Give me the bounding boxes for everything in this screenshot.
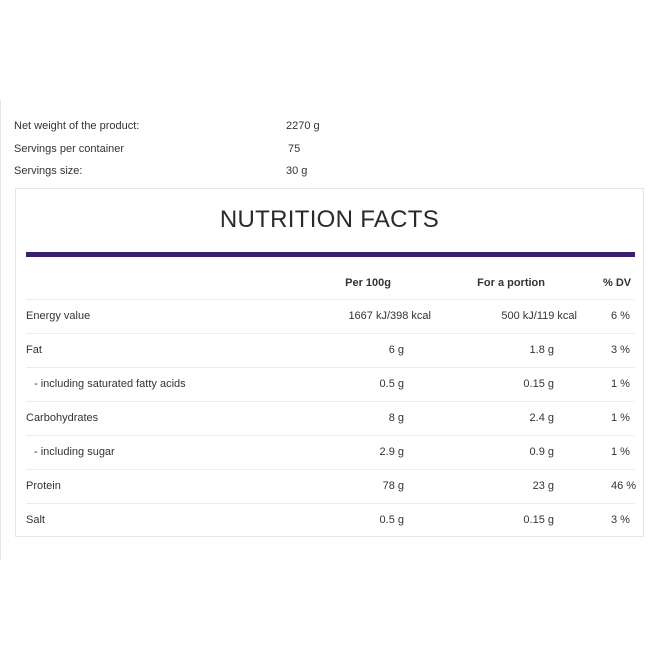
nutrient-name: - including sugar [34,446,115,458]
daily-value-percent: 46 % [611,480,637,492]
per-portion-value: 500 kJ/119 kcal [501,310,577,322]
net-weight-value: 2270 g [286,120,320,132]
per-100g-value: 0.5 g [379,514,404,526]
nutrient-name: Carbohydrates [26,412,99,424]
daily-value-percent: 1 % [611,378,630,390]
per-portion-value: 1.8 g [529,344,554,356]
per-portion-value: 2.4 g [529,412,554,424]
nutrition-facts-title: NUTRITION FACTS [219,206,440,233]
nutrition-table: Per 100g For a portion % DV Energy value… [26,269,637,537]
servings-size-value: 30 g [286,165,308,177]
per-100g-value: 1667 kJ/398 kcal [348,310,431,322]
table-row: Fat 6 g 1.8 g 3 % [26,334,635,368]
table-row: - including saturated fatty acids 0.5 g … [26,368,635,402]
servings-per-container-label: Servings per container [14,142,125,155]
per-portion-value: 0.15 g [523,514,554,526]
title-underline-bar [26,252,635,257]
per-100g-value: 8 g [388,412,404,424]
table-row: Energy value 1667 kJ/398 kcal 500 kJ/119… [26,300,635,334]
servings-per-container-value: 75 [288,142,301,155]
product-meta: Net weight of the product: 2270 g Servin… [14,117,374,185]
per-100g-value: 78 g [382,480,404,492]
servings-per-container-row: Servings per container 75 [14,140,374,163]
per-100g-value: 6 g [388,344,404,356]
per-portion-value: 0.15 g [523,378,554,390]
nutrient-name: Energy value [26,310,91,322]
left-divider [0,100,1,560]
daily-value-percent: 1 % [611,412,630,424]
net-weight-label: Net weight of the product: [14,120,140,132]
table-row: Salt 0.5 g 0.15 g 3 % [26,504,635,537]
nutrient-name: - including saturated fatty acids [34,378,186,390]
table-row: - including sugar 2.9 g 0.9 g 1 % [26,436,635,470]
nutrient-name: Fat [26,344,42,356]
header-per-100g: Per 100g [345,277,391,289]
per-100g-value: 0.5 g [379,378,404,390]
nutrient-name: Salt [26,514,45,526]
per-portion-value: 23 g [532,480,554,492]
nutrient-name: Protein [26,480,61,492]
daily-value-percent: 6 % [611,310,630,322]
nutrition-facts-panel: NUTRITION FACTS Per 100g For a portion %… [15,188,644,537]
net-weight-row: Net weight of the product: 2270 g [14,117,374,140]
table-header-row: Per 100g For a portion % DV [26,269,635,300]
daily-value-percent: 3 % [611,514,630,526]
daily-value-percent: 1 % [611,446,630,458]
table-row: Protein 78 g 23 g 46 % [26,470,637,504]
header-daily-value: % DV [603,277,632,289]
daily-value-percent: 3 % [611,344,630,356]
header-per-portion: For a portion [477,277,545,289]
servings-size-label: Servings size: [14,165,83,177]
per-100g-value: 2.9 g [379,446,404,458]
per-portion-value: 0.9 g [529,446,554,458]
table-row: Carbohydrates 8 g 2.4 g 1 % [26,402,635,436]
servings-size-row: Servings size: 30 g [14,162,374,185]
